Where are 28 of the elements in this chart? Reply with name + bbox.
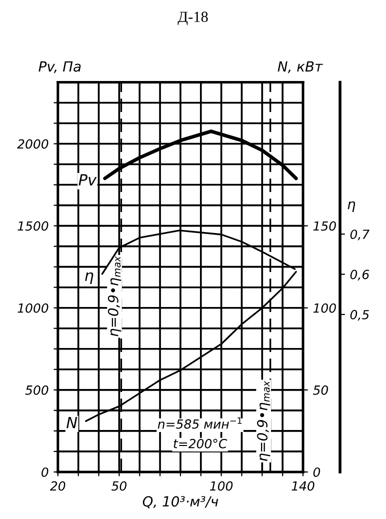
x-tick-label: 140: [292, 481, 314, 491]
x-tick-label: 20: [50, 481, 66, 491]
x-tick-label: 100: [210, 481, 233, 491]
y3-tick-label: 0,6: [350, 270, 370, 280]
x-axis-title: Q, 10³·м³/ч: [142, 496, 218, 508]
series-label: N: [66, 416, 78, 428]
chart-title: Д-18: [178, 12, 208, 26]
y-tick-label: 1000: [18, 303, 48, 313]
y-tick-label: 2000: [17, 139, 48, 149]
y2-tick-label: 50: [312, 385, 328, 395]
y3-tick-label: 0,7: [350, 230, 370, 240]
y-tick-label: 0: [42, 467, 48, 477]
x-tick-label: 50: [111, 481, 126, 491]
annotation: t=200°C: [174, 438, 228, 448]
annotation: η=0,9•η$_{max}$: [108, 256, 122, 336]
y3-axis-title: η: [348, 201, 356, 212]
y-tick-label: 500: [25, 385, 48, 395]
y-tick-label: 1500: [18, 221, 48, 231]
y2-axis-title: N, кВт: [278, 61, 323, 74]
annotation: η=0,9•η$_{max}$: [256, 380, 270, 461]
series-label: η: [85, 272, 94, 284]
y3-tick-label: 0,5: [350, 310, 369, 321]
annotation: n=585 мин$^{−1}$: [158, 417, 242, 429]
series-label: Pv: [78, 174, 97, 186]
y2-tick-label: 150: [313, 221, 336, 231]
y2-tick-label: 0: [313, 467, 320, 477]
y-axis-title: Pv, Па: [38, 61, 81, 74]
y2-tick-label: 100: [313, 303, 336, 313]
